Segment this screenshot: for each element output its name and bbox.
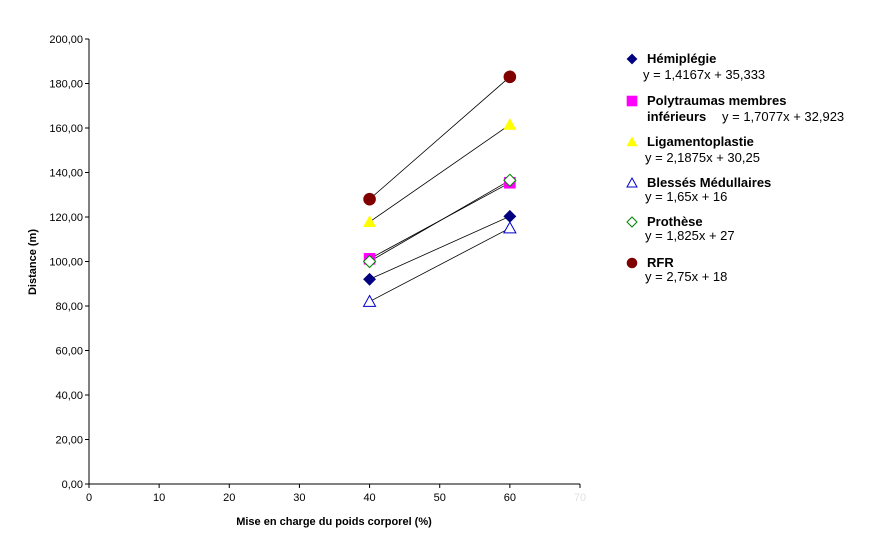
data-point bbox=[363, 272, 376, 286]
y-tick-label: 60,00 bbox=[55, 346, 83, 358]
trendline-equation: y = 2,1875x + 30,25 bbox=[645, 150, 760, 165]
series-points-5 bbox=[363, 70, 517, 206]
x-tick-label: 40 bbox=[363, 492, 375, 504]
y-tick-label: 0,00 bbox=[62, 479, 83, 491]
y-tick-label: 40,00 bbox=[55, 390, 83, 402]
trendline-equation: y = 1,7077x + 32,923 bbox=[722, 109, 844, 124]
legend-label: Prothèse bbox=[647, 214, 703, 229]
series-points-0 bbox=[363, 209, 517, 286]
data-point bbox=[363, 215, 377, 227]
x-tick-label: 70 bbox=[574, 492, 586, 504]
trendline-equation: y = 2,75x + 18 bbox=[645, 269, 727, 284]
legend-marker bbox=[626, 176, 638, 188]
data-point bbox=[503, 173, 517, 187]
y-tick-label: 160,00 bbox=[49, 123, 83, 135]
series-points-3 bbox=[362, 221, 517, 307]
x-tick-label: 20 bbox=[223, 492, 235, 504]
x-tick-label: 60 bbox=[504, 492, 516, 504]
data-marks bbox=[362, 70, 517, 307]
series-2 bbox=[369, 124, 511, 223]
trendline-equation: y = 1,65x + 16 bbox=[645, 189, 727, 204]
data-point bbox=[503, 70, 517, 84]
data-point bbox=[363, 192, 376, 206]
legend-label: Polytraumas membres bbox=[647, 93, 786, 108]
x-tick-label: 0 bbox=[86, 492, 92, 504]
x-tick-label: 10 bbox=[153, 492, 165, 504]
y-tick-label: 180,00 bbox=[49, 79, 83, 91]
legend-marker bbox=[626, 95, 638, 107]
x-tick-label: 50 bbox=[434, 492, 446, 504]
y-tick-label: 80,00 bbox=[55, 301, 83, 313]
trendline bbox=[369, 76, 511, 200]
trendline-equation: y = 1,4167x + 35,333 bbox=[643, 67, 765, 82]
data-point bbox=[503, 118, 517, 130]
axes: 0,00 20,00 40,00 60,00 80,00 100,00 120,00 140,… bbox=[49, 34, 586, 504]
series-points-4 bbox=[362, 173, 517, 269]
x-tick-label: 30 bbox=[293, 492, 305, 504]
trendline bbox=[369, 124, 511, 223]
trendline-equation: y = 1,825x + 27 bbox=[645, 228, 735, 243]
legend-marker bbox=[626, 216, 638, 228]
y-tick-label: 200,00 bbox=[49, 34, 83, 46]
data-point bbox=[362, 294, 377, 307]
data-point bbox=[503, 209, 517, 223]
trendline bbox=[369, 215, 511, 280]
y-tick-label: 20,00 bbox=[55, 435, 83, 447]
data-point bbox=[503, 221, 517, 234]
trendline bbox=[369, 227, 511, 302]
series-5 bbox=[369, 76, 511, 200]
trendline bbox=[369, 179, 511, 262]
y-tick-label: 100,00 bbox=[49, 257, 83, 269]
y-tick-label: 120,00 bbox=[49, 212, 83, 224]
data-point bbox=[362, 254, 377, 269]
y-axis-label: Distance (m) bbox=[27, 229, 39, 295]
x-axis-label: Mise en charge du poids corporel (%) bbox=[236, 516, 432, 528]
series-3 bbox=[369, 227, 511, 302]
series-4 bbox=[369, 179, 511, 262]
legend-marker bbox=[626, 136, 638, 147]
series-points-2 bbox=[363, 118, 517, 227]
legend-marker bbox=[626, 53, 638, 65]
legend-label: Blessés Médullaires bbox=[647, 175, 771, 190]
legend-label: RFR bbox=[647, 255, 674, 270]
legend-marker bbox=[626, 257, 638, 269]
legend-label: Hémiplégie bbox=[647, 51, 716, 66]
legend-label: Ligamentoplastie bbox=[647, 134, 754, 149]
series-0 bbox=[369, 215, 511, 280]
y-tick-label: 140,00 bbox=[49, 168, 83, 180]
legend-label-line2: inférieurs bbox=[647, 109, 706, 124]
